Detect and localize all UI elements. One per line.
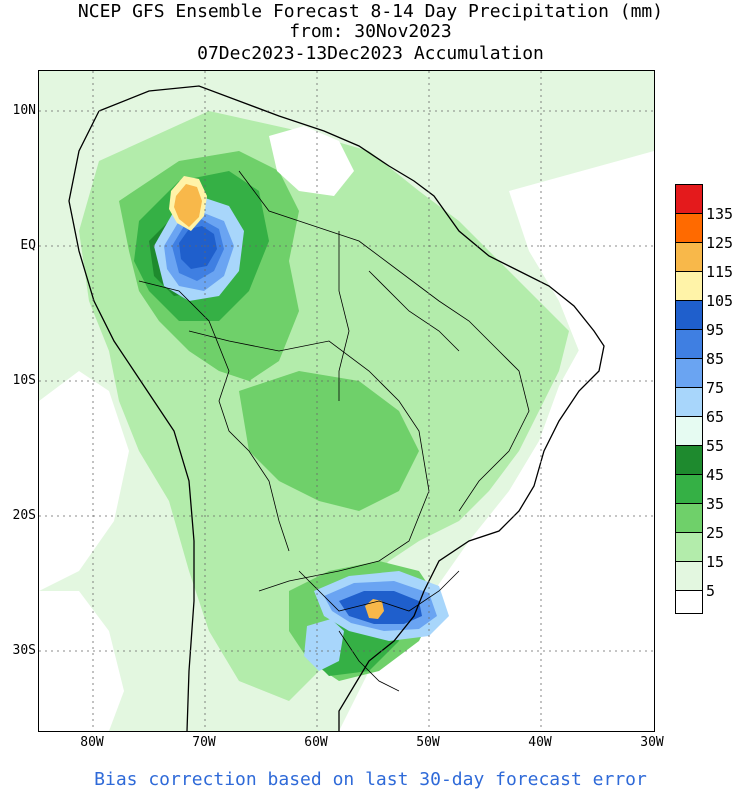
legend-label-65: 65 xyxy=(706,408,725,426)
bias-correction-note: Bias correction based on last 30-day for… xyxy=(94,769,647,790)
orange-core-south xyxy=(365,599,384,619)
legend-label-95: 95 xyxy=(706,321,725,339)
graticule xyxy=(39,71,654,731)
legend-label-105: 105 xyxy=(706,292,734,310)
blue-blob-south-west xyxy=(304,619,344,671)
legend-box-95 xyxy=(676,301,702,330)
legend-colorbar xyxy=(675,184,703,614)
lon-label-70w: 70W xyxy=(192,735,216,750)
orange-core-nw xyxy=(174,184,202,227)
legend-box-105 xyxy=(676,272,702,301)
legend-box-15 xyxy=(676,533,702,562)
legend-box-55 xyxy=(676,417,702,446)
interior-border-b xyxy=(238,170,530,512)
legend-label-135: 135 xyxy=(706,205,734,223)
lon-label-50w: 50W xyxy=(416,735,440,750)
lon-label-60w: 60W xyxy=(304,735,328,750)
legend-label-25: 25 xyxy=(706,524,725,542)
title-line-2: from: 30Nov2023 xyxy=(289,21,452,42)
legend-label-85: 85 xyxy=(706,350,725,368)
white-patch-south-sea xyxy=(339,691,654,731)
map-frame xyxy=(38,70,655,732)
legend-box-5 xyxy=(676,562,702,591)
lat-label-eq: EQ xyxy=(20,238,36,253)
south-america-outline xyxy=(98,85,605,731)
legend-label-15: 15 xyxy=(706,553,725,571)
legend-label-45: 45 xyxy=(706,466,725,484)
title-line-3: 07Dec2023-13Dec2023 Accumulation xyxy=(197,43,544,64)
lat-label-10n: 10N xyxy=(12,103,36,118)
legend-label-125: 125 xyxy=(706,234,734,252)
blue-core-nw-deep xyxy=(179,226,217,269)
legend-box-65 xyxy=(676,388,702,417)
interior-border-a xyxy=(188,330,430,592)
green-band-3 xyxy=(239,371,419,511)
legend-box-25 xyxy=(676,504,702,533)
legend-label-75: 75 xyxy=(706,379,725,397)
precipitation-map xyxy=(39,71,654,731)
legend-box-115 xyxy=(676,243,702,272)
white-patch-west xyxy=(39,371,129,591)
lat-label-30s: 30S xyxy=(12,643,36,658)
interior-border-c xyxy=(138,280,290,552)
lat-label-20s: 20S xyxy=(12,508,36,523)
legend-box-135-plus xyxy=(676,185,702,214)
legend-box-75 xyxy=(676,359,702,388)
west-coast-outline xyxy=(68,110,195,731)
legend-box-125 xyxy=(676,214,702,243)
title-line-1: NCEP GFS Ensemble Forecast 8-14 Day Prec… xyxy=(77,1,664,22)
white-patch-east-sea xyxy=(509,151,654,401)
legend-label-55: 55 xyxy=(706,437,725,455)
lon-label-80w: 80W xyxy=(80,735,104,750)
white-patch-coast xyxy=(39,591,124,731)
lat-label-10s: 10S xyxy=(12,373,36,388)
legend-label-35: 35 xyxy=(706,495,725,513)
legend-label-5: 5 xyxy=(706,582,716,600)
legend-box-35 xyxy=(676,475,702,504)
legend-box-below-5 xyxy=(676,591,702,613)
legend-label-115: 115 xyxy=(706,263,734,281)
legend-box-85 xyxy=(676,330,702,359)
legend-box-45 xyxy=(676,446,702,475)
lon-label-40w: 40W xyxy=(528,735,552,750)
white-patch-north xyxy=(269,126,354,196)
lon-label-30w: 30W xyxy=(640,735,664,750)
interior-border-e xyxy=(298,570,460,692)
